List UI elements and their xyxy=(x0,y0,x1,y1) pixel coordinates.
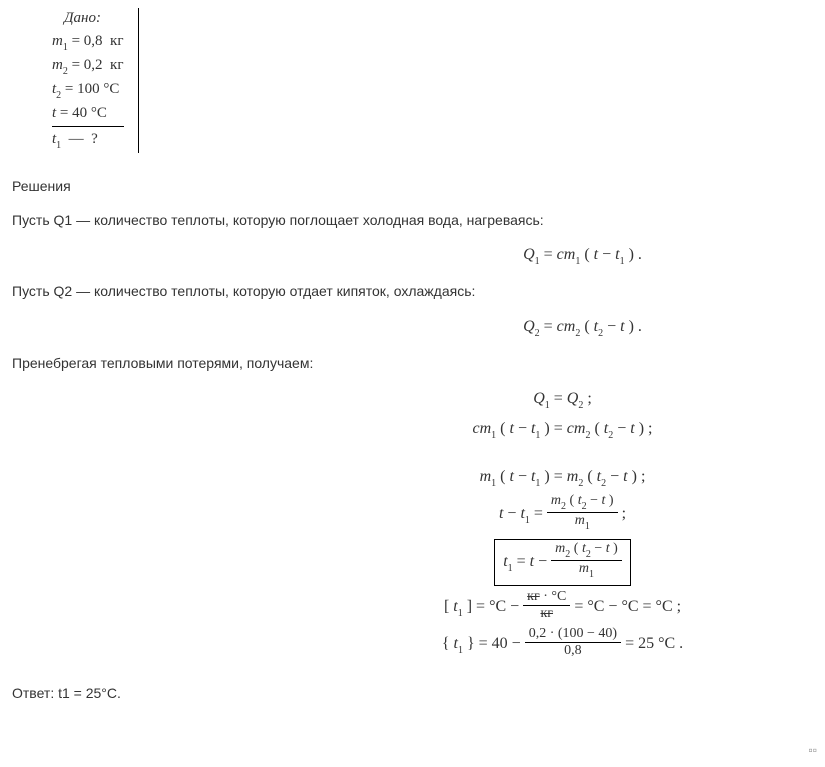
given-block: Дано: m1 = 0,8 кг m2 = 0,2 кг t2 = 100 °… xyxy=(52,8,813,153)
eq-boxed: t1 = t − m2 ( t2 − t ) m1 xyxy=(312,539,813,586)
eq-step3: m1 ( t − t1 ) = m2 ( t2 − t ) ; xyxy=(312,466,813,490)
given-line: t2 = 100 °C xyxy=(52,79,124,102)
given-title: Дано: xyxy=(64,8,124,29)
eq-calc: { t1 } = 40 − 0,2 · (100 − 40) 0,8 = 25 … xyxy=(312,629,813,660)
neglect-text: Пренебрегая тепловыми потерями, получаем… xyxy=(12,354,813,374)
derivation-block: Q1 = Q2 ; cm1 ( t − t1 ) = cm2 ( t2 − t … xyxy=(312,388,813,660)
given-inner: Дано: m1 = 0,8 кг m2 = 0,2 кг t2 = 100 °… xyxy=(52,8,139,153)
answer-text: Ответ: t1 = 25°C. xyxy=(12,684,813,704)
given-line: m1 = 0,8 кг xyxy=(52,31,124,54)
eq-balance1: Q1 = Q2 ; xyxy=(312,388,813,412)
q1-intro: Пусть Q1 — количество теплоты, которую п… xyxy=(12,211,813,231)
corner-icon: ▫▫ xyxy=(808,742,817,759)
given-divider xyxy=(52,126,124,127)
given-unknown: t1 — ? xyxy=(52,129,124,152)
solution-heading: Решения xyxy=(12,177,813,197)
eq-frac1: t − t1 = m2 ( t2 − t ) m1 ; xyxy=(312,496,813,533)
eq-dimensions: [ t1 ] = °C − кг · °C кг = °C − °C = °C … xyxy=(312,592,813,623)
eq-balance2: cm1 ( t − t1 ) = cm2 ( t2 − t ) ; xyxy=(312,418,813,442)
equation-q2: Q2 = cm2 ( t2 − t ) . xyxy=(352,316,813,340)
given-line: m2 = 0,2 кг xyxy=(52,55,124,78)
q2-intro: Пусть Q2 — количество теплоты, которую о… xyxy=(12,282,813,302)
given-line: t = 40 °C xyxy=(52,103,124,124)
equation-q1: Q1 = cm1 ( t − t1 ) . xyxy=(352,244,813,268)
